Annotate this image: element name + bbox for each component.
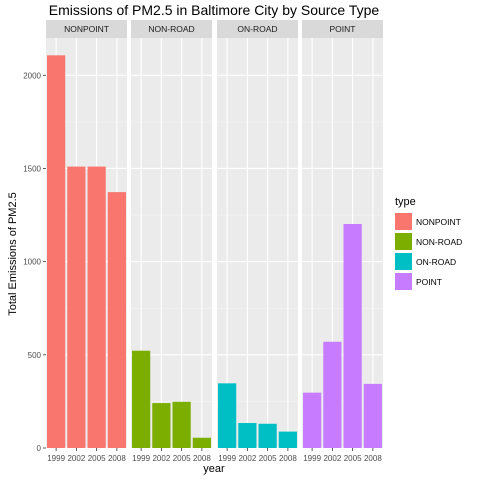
- chart-title: Emissions of PM2.5 in Baltimore City by …: [49, 2, 380, 18]
- x-tick-label: 2005: [173, 454, 191, 463]
- y-axis-title: Total Emissions of PM2.5: [7, 192, 19, 316]
- y-tick-label: 0: [37, 444, 42, 453]
- legend-label: NON-ROAD: [416, 237, 462, 247]
- bar-nonpoint-2005: [88, 167, 106, 448]
- bar-on-road-2002: [238, 423, 256, 448]
- legend-item-non-road: NON-ROAD: [395, 233, 462, 250]
- facet-strip-label: ON-ROAD: [237, 24, 277, 34]
- bar-nonpoint-2008: [108, 192, 126, 448]
- facet-nonpoint: NONPOINT 1999 2002 2005 2008: [46, 20, 127, 463]
- legend-item-point: POINT: [395, 273, 442, 290]
- x-tick-label: 1999: [218, 454, 236, 463]
- bar-non-road-1999: [132, 351, 150, 448]
- bar-non-road-2008: [193, 438, 211, 448]
- legend-label: ON-ROAD: [416, 257, 456, 267]
- x-tick-label: 2002: [152, 454, 170, 463]
- y-axis: 0 500 1000 1500 2000: [23, 71, 46, 453]
- bar-on-road-2005: [259, 424, 277, 448]
- x-tick-label: 2002: [67, 454, 85, 463]
- x-tick-label: 1999: [303, 454, 321, 463]
- legend-key: [395, 213, 412, 230]
- facet-point: POINT 1999 2002 2005 2008: [302, 20, 383, 463]
- legend-key: [395, 273, 412, 290]
- x-tick-label: 2005: [344, 454, 362, 463]
- x-tick-label: 1999: [47, 454, 65, 463]
- bar-non-road-2005: [173, 402, 191, 448]
- x-tick-label: 2008: [193, 454, 211, 463]
- bar-nonpoint-2002: [67, 167, 85, 448]
- legend-key: [395, 253, 412, 270]
- y-tick-label: 2000: [23, 71, 41, 80]
- x-tick-label: 2005: [88, 454, 106, 463]
- x-tick-label: 2002: [323, 454, 341, 463]
- y-tick-label: 1000: [23, 258, 41, 267]
- facet-strip-label: NON-ROAD: [148, 24, 194, 34]
- x-tick-label: 2008: [108, 454, 126, 463]
- legend-label: NONPOINT: [416, 217, 461, 227]
- legend-item-nonpoint: NONPOINT: [395, 213, 461, 230]
- facet-on-road: ON-ROAD 1999 2002 2005 2008: [217, 20, 298, 463]
- y-tick-label: 500: [28, 351, 42, 360]
- x-tick-label: 2005: [259, 454, 277, 463]
- bar-on-road-1999: [218, 383, 236, 448]
- x-tick-label: 2008: [279, 454, 297, 463]
- legend-label: POINT: [416, 277, 442, 287]
- x-tick-label: 2008: [364, 454, 382, 463]
- x-axis-title: year: [203, 463, 225, 475]
- facet-non-road: NON-ROAD 1999 2002 2005 2008: [131, 20, 212, 463]
- bar-on-road-2008: [279, 432, 297, 448]
- facet-strip-label: NONPOINT: [64, 24, 109, 34]
- x-tick-label: 1999: [132, 454, 150, 463]
- bar-point-1999: [303, 393, 321, 448]
- bar-point-2008: [364, 384, 382, 448]
- x-tick-label: 2002: [238, 454, 256, 463]
- facet-strip-label: POINT: [330, 24, 356, 34]
- legend-title: type: [395, 196, 416, 208]
- y-tick-label: 1500: [23, 164, 41, 173]
- legend-key: [395, 233, 412, 250]
- bar-non-road-2002: [152, 403, 170, 448]
- legend-item-on-road: ON-ROAD: [395, 253, 456, 270]
- bar-point-2002: [323, 342, 341, 448]
- bar-nonpoint-1999: [47, 55, 65, 448]
- bar-point-2005: [344, 224, 362, 448]
